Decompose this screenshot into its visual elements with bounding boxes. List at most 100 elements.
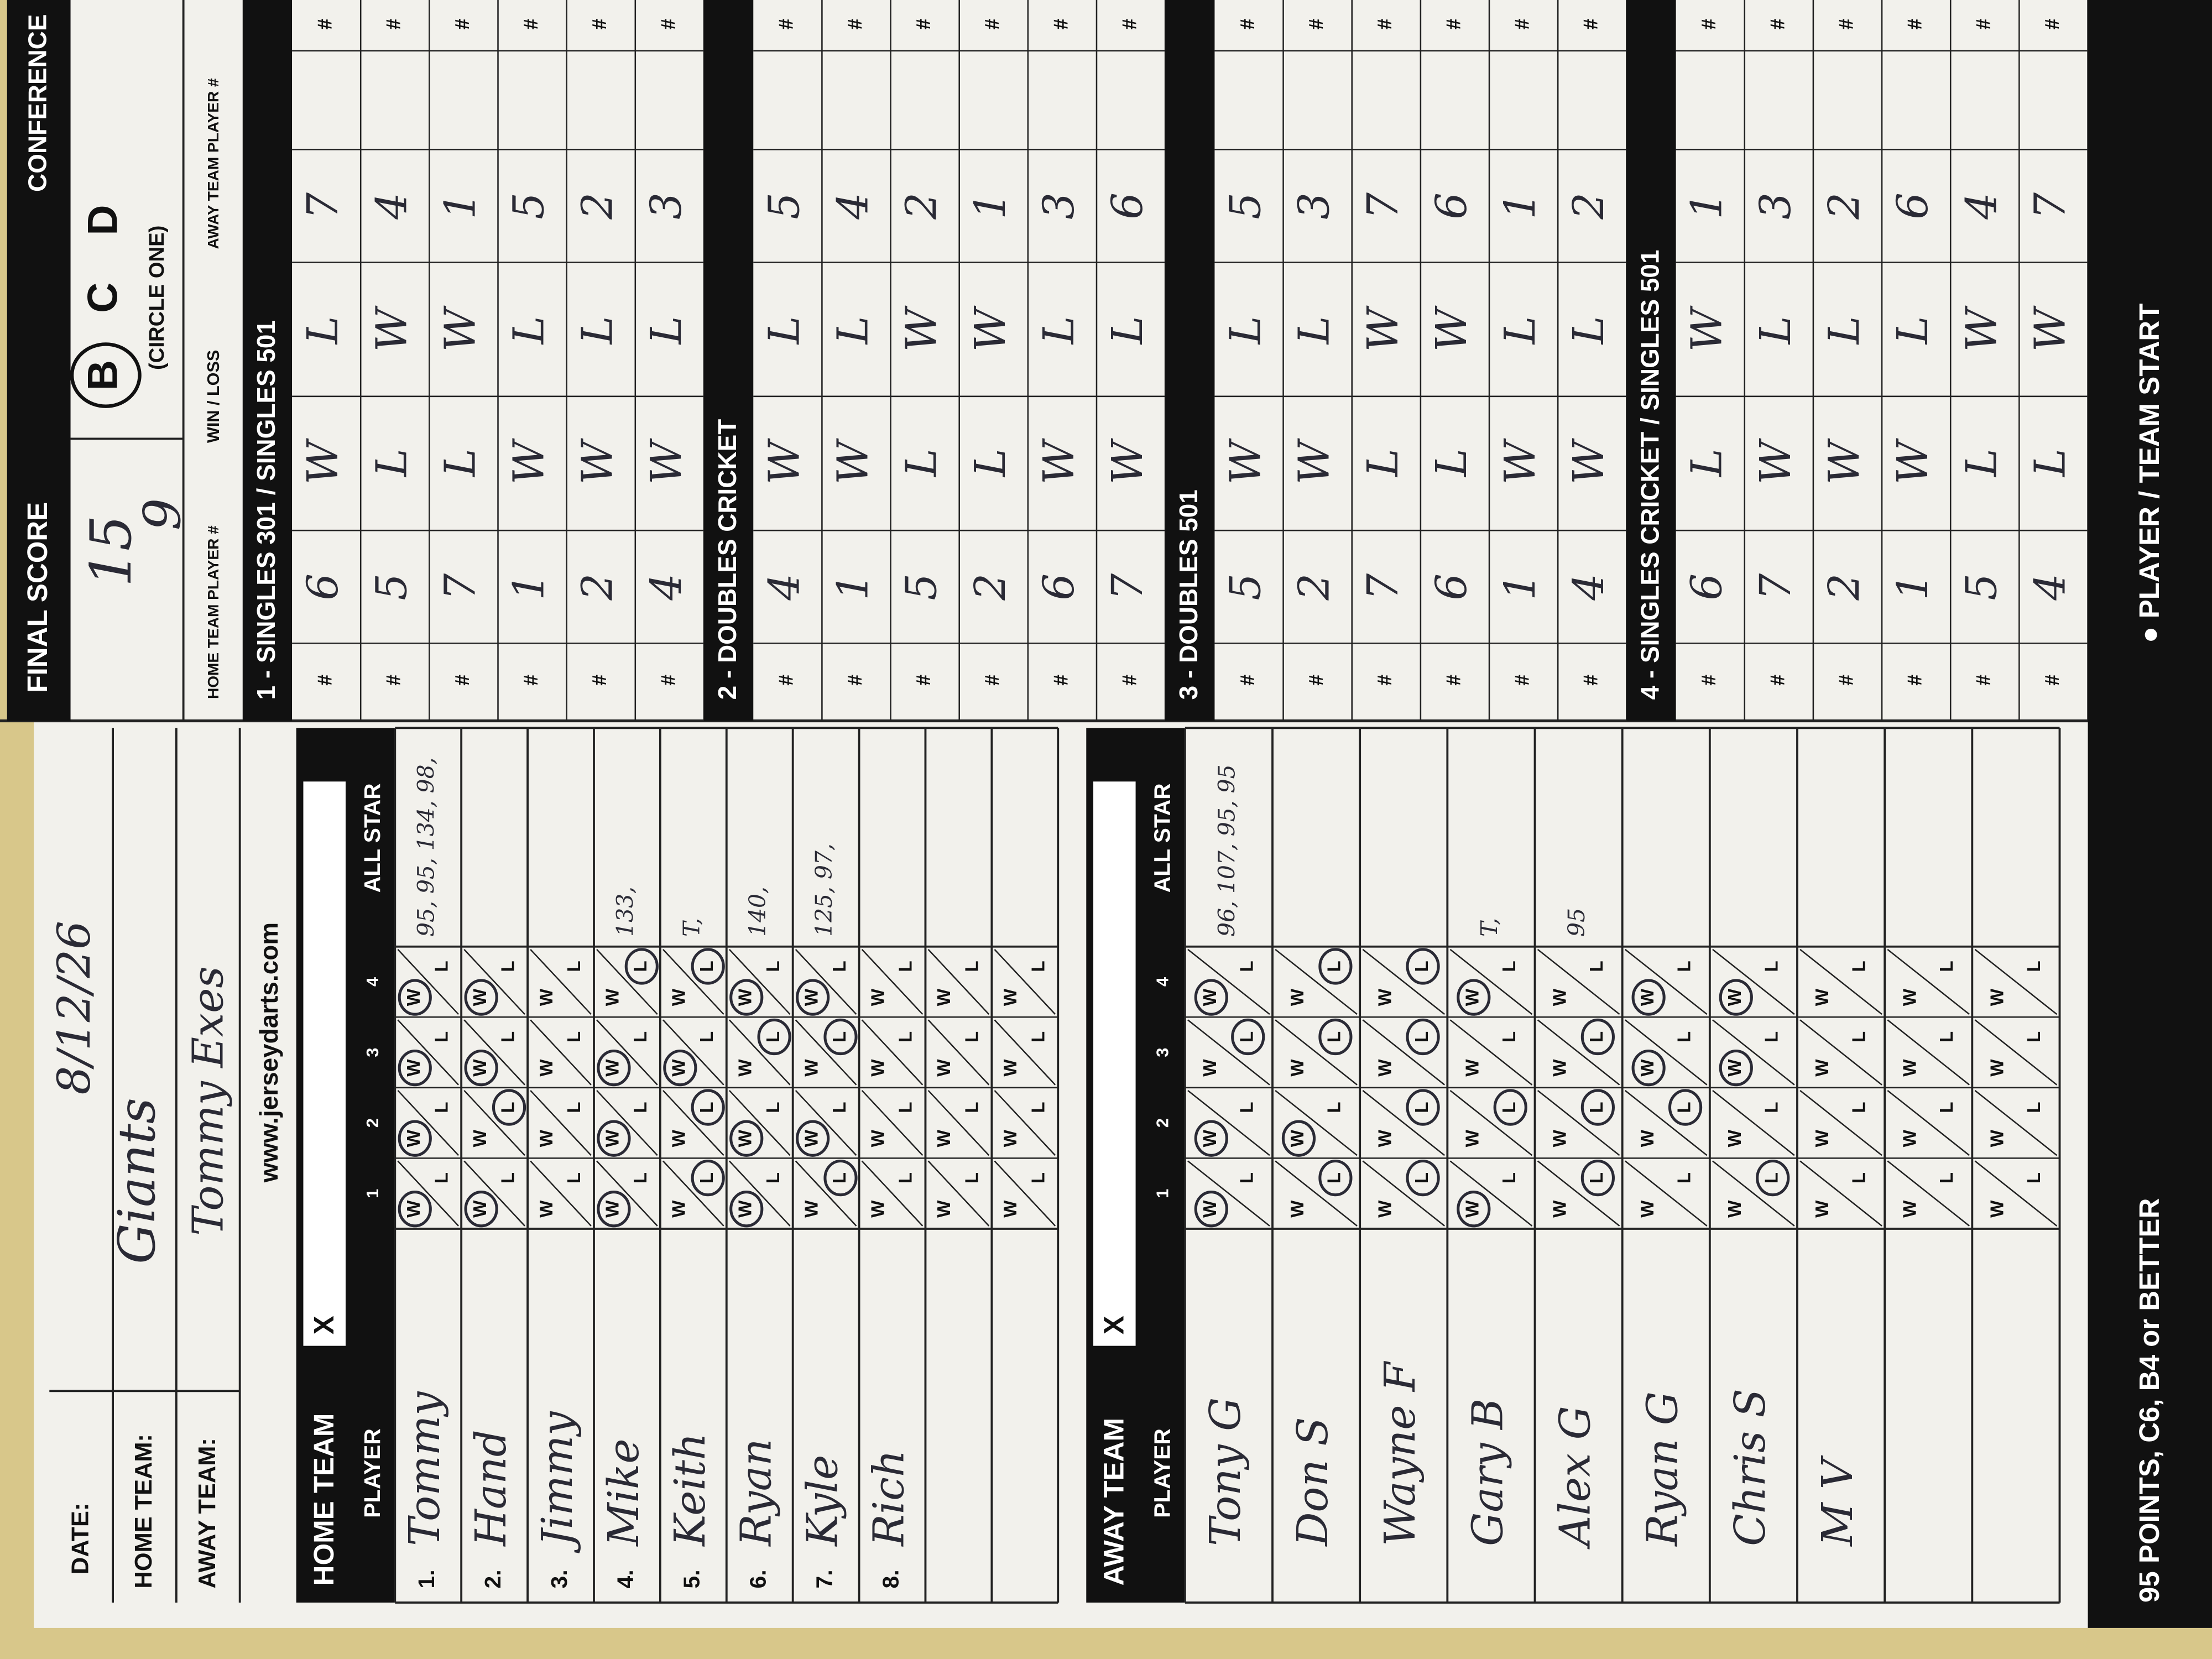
x-mark: X <box>1098 1316 1129 1334</box>
away-result: L <box>573 316 623 346</box>
rule-line <box>1187 1089 1270 1156</box>
grid-loss: L <box>830 1102 850 1113</box>
grid-win: W <box>868 1200 888 1218</box>
rule-line <box>861 1090 924 1156</box>
hash-mark: # <box>314 19 336 30</box>
grid-win: W <box>1200 1059 1220 1077</box>
rule-line <box>795 1160 857 1227</box>
grid-loss: L <box>2024 1031 2044 1042</box>
grid-loss: L <box>2024 1172 2044 1183</box>
hash-mark: # <box>775 675 797 686</box>
grid-win: W <box>1550 1059 1571 1077</box>
start-note: ● PLAYER / TEAM START <box>2133 304 2165 644</box>
grid-win: W <box>1463 1200 1483 1218</box>
rule-line <box>1187 948 1270 1015</box>
away-player-number: 1 <box>1683 192 1732 220</box>
player-label: PLAYER <box>1149 1428 1175 1518</box>
rule-line <box>1624 1160 1708 1227</box>
away-result: L <box>1103 316 1152 346</box>
grid-win: W <box>735 1059 756 1077</box>
away-team-value: Tommy Exes <box>184 966 233 1235</box>
result-circle <box>757 1018 791 1056</box>
rule-line <box>530 1160 592 1227</box>
rule-line <box>795 948 857 1015</box>
away-result: L <box>1564 316 1614 346</box>
grid-loss: L <box>1237 1172 1258 1183</box>
result-circle <box>624 948 659 985</box>
hash-mark: # <box>775 19 797 30</box>
hash-mark: # <box>1050 19 1072 30</box>
section-band <box>1626 0 1676 721</box>
all-star-note: T, <box>678 918 705 937</box>
rule-line <box>1712 948 1795 1015</box>
home-result: L <box>2026 448 2075 478</box>
player-name: Mike <box>599 1438 649 1547</box>
away-result: L <box>505 316 554 346</box>
away-player-number: 4 <box>1957 192 2006 220</box>
rule-line <box>662 1090 724 1156</box>
grid-loss: L <box>630 1102 651 1113</box>
grid-loss: L <box>630 961 651 972</box>
rule-line <box>397 1019 460 1086</box>
away-player-number: 5 <box>760 192 809 220</box>
away-player-number: 5 <box>505 192 554 220</box>
hash-mark: # <box>844 675 866 686</box>
player-number: 2. <box>480 1569 505 1588</box>
home-player-number: 5 <box>367 573 416 601</box>
rule-line <box>1537 1160 1620 1227</box>
home-player-number: 1 <box>1496 573 1545 601</box>
grid-loss: L <box>1237 961 1258 972</box>
grid-loss: L <box>1674 1172 1694 1183</box>
grid-loss: L <box>630 1031 651 1042</box>
grid-loss: L <box>1499 1031 1520 1042</box>
grid-loss: L <box>1761 1102 1782 1113</box>
grid-win: W <box>1550 1129 1571 1147</box>
rule-line <box>397 1160 460 1227</box>
home-player-number: 7 <box>1751 573 1801 601</box>
grid-win: W <box>1000 988 1021 1006</box>
rule-line <box>1537 948 1620 1015</box>
away-player-number: 7 <box>299 192 348 220</box>
result-circle <box>1580 1089 1615 1126</box>
grid-win: W <box>1550 1200 1571 1218</box>
home-score: 15 <box>79 515 144 587</box>
rule-line <box>728 1019 791 1086</box>
away-result: W <box>367 305 416 352</box>
home-player-number: 2 <box>1820 573 1869 601</box>
home-player-number: 6 <box>1427 573 1477 601</box>
grid-win: W <box>536 1129 557 1147</box>
all-star-note: 95 <box>1563 908 1590 937</box>
result-circle <box>1406 948 1440 985</box>
grid-loss: L <box>1761 961 1782 972</box>
home-result: L <box>1683 448 1732 478</box>
grid-win: W <box>934 1129 954 1147</box>
grid-win: W <box>735 1200 756 1218</box>
rule-line <box>596 948 658 1015</box>
away-player-number: 3 <box>642 192 691 220</box>
home-result: L <box>966 448 1015 478</box>
grid-loss: L <box>1849 1102 1870 1113</box>
away-result: L <box>1290 316 1339 346</box>
grid-win: W <box>603 1059 623 1077</box>
grid-win: W <box>404 1129 424 1147</box>
conference-option: C <box>80 283 127 313</box>
result-circle <box>796 1120 830 1157</box>
home-result: W <box>1222 438 1271 484</box>
grid-win: W <box>934 988 954 1006</box>
home-result: W <box>299 438 348 484</box>
player-name: Don S <box>1288 1417 1338 1547</box>
home-result: W <box>1888 438 1938 484</box>
x-field <box>1093 781 1136 1346</box>
grid-win: W <box>1463 988 1483 1006</box>
player-name: Hand <box>467 1430 516 1547</box>
player-name: Tommy <box>400 1391 450 1546</box>
rule-line <box>397 948 460 1015</box>
home-result: W <box>505 438 554 484</box>
grid-win: W <box>470 1129 491 1147</box>
away-result: W <box>1683 305 1732 352</box>
grid-loss: L <box>1412 961 1432 972</box>
away-result: W <box>1957 305 2006 352</box>
player-name: Ryan G <box>1639 1391 1688 1547</box>
grid-loss: L <box>1028 1031 1048 1042</box>
rule-line <box>1187 1160 1270 1227</box>
